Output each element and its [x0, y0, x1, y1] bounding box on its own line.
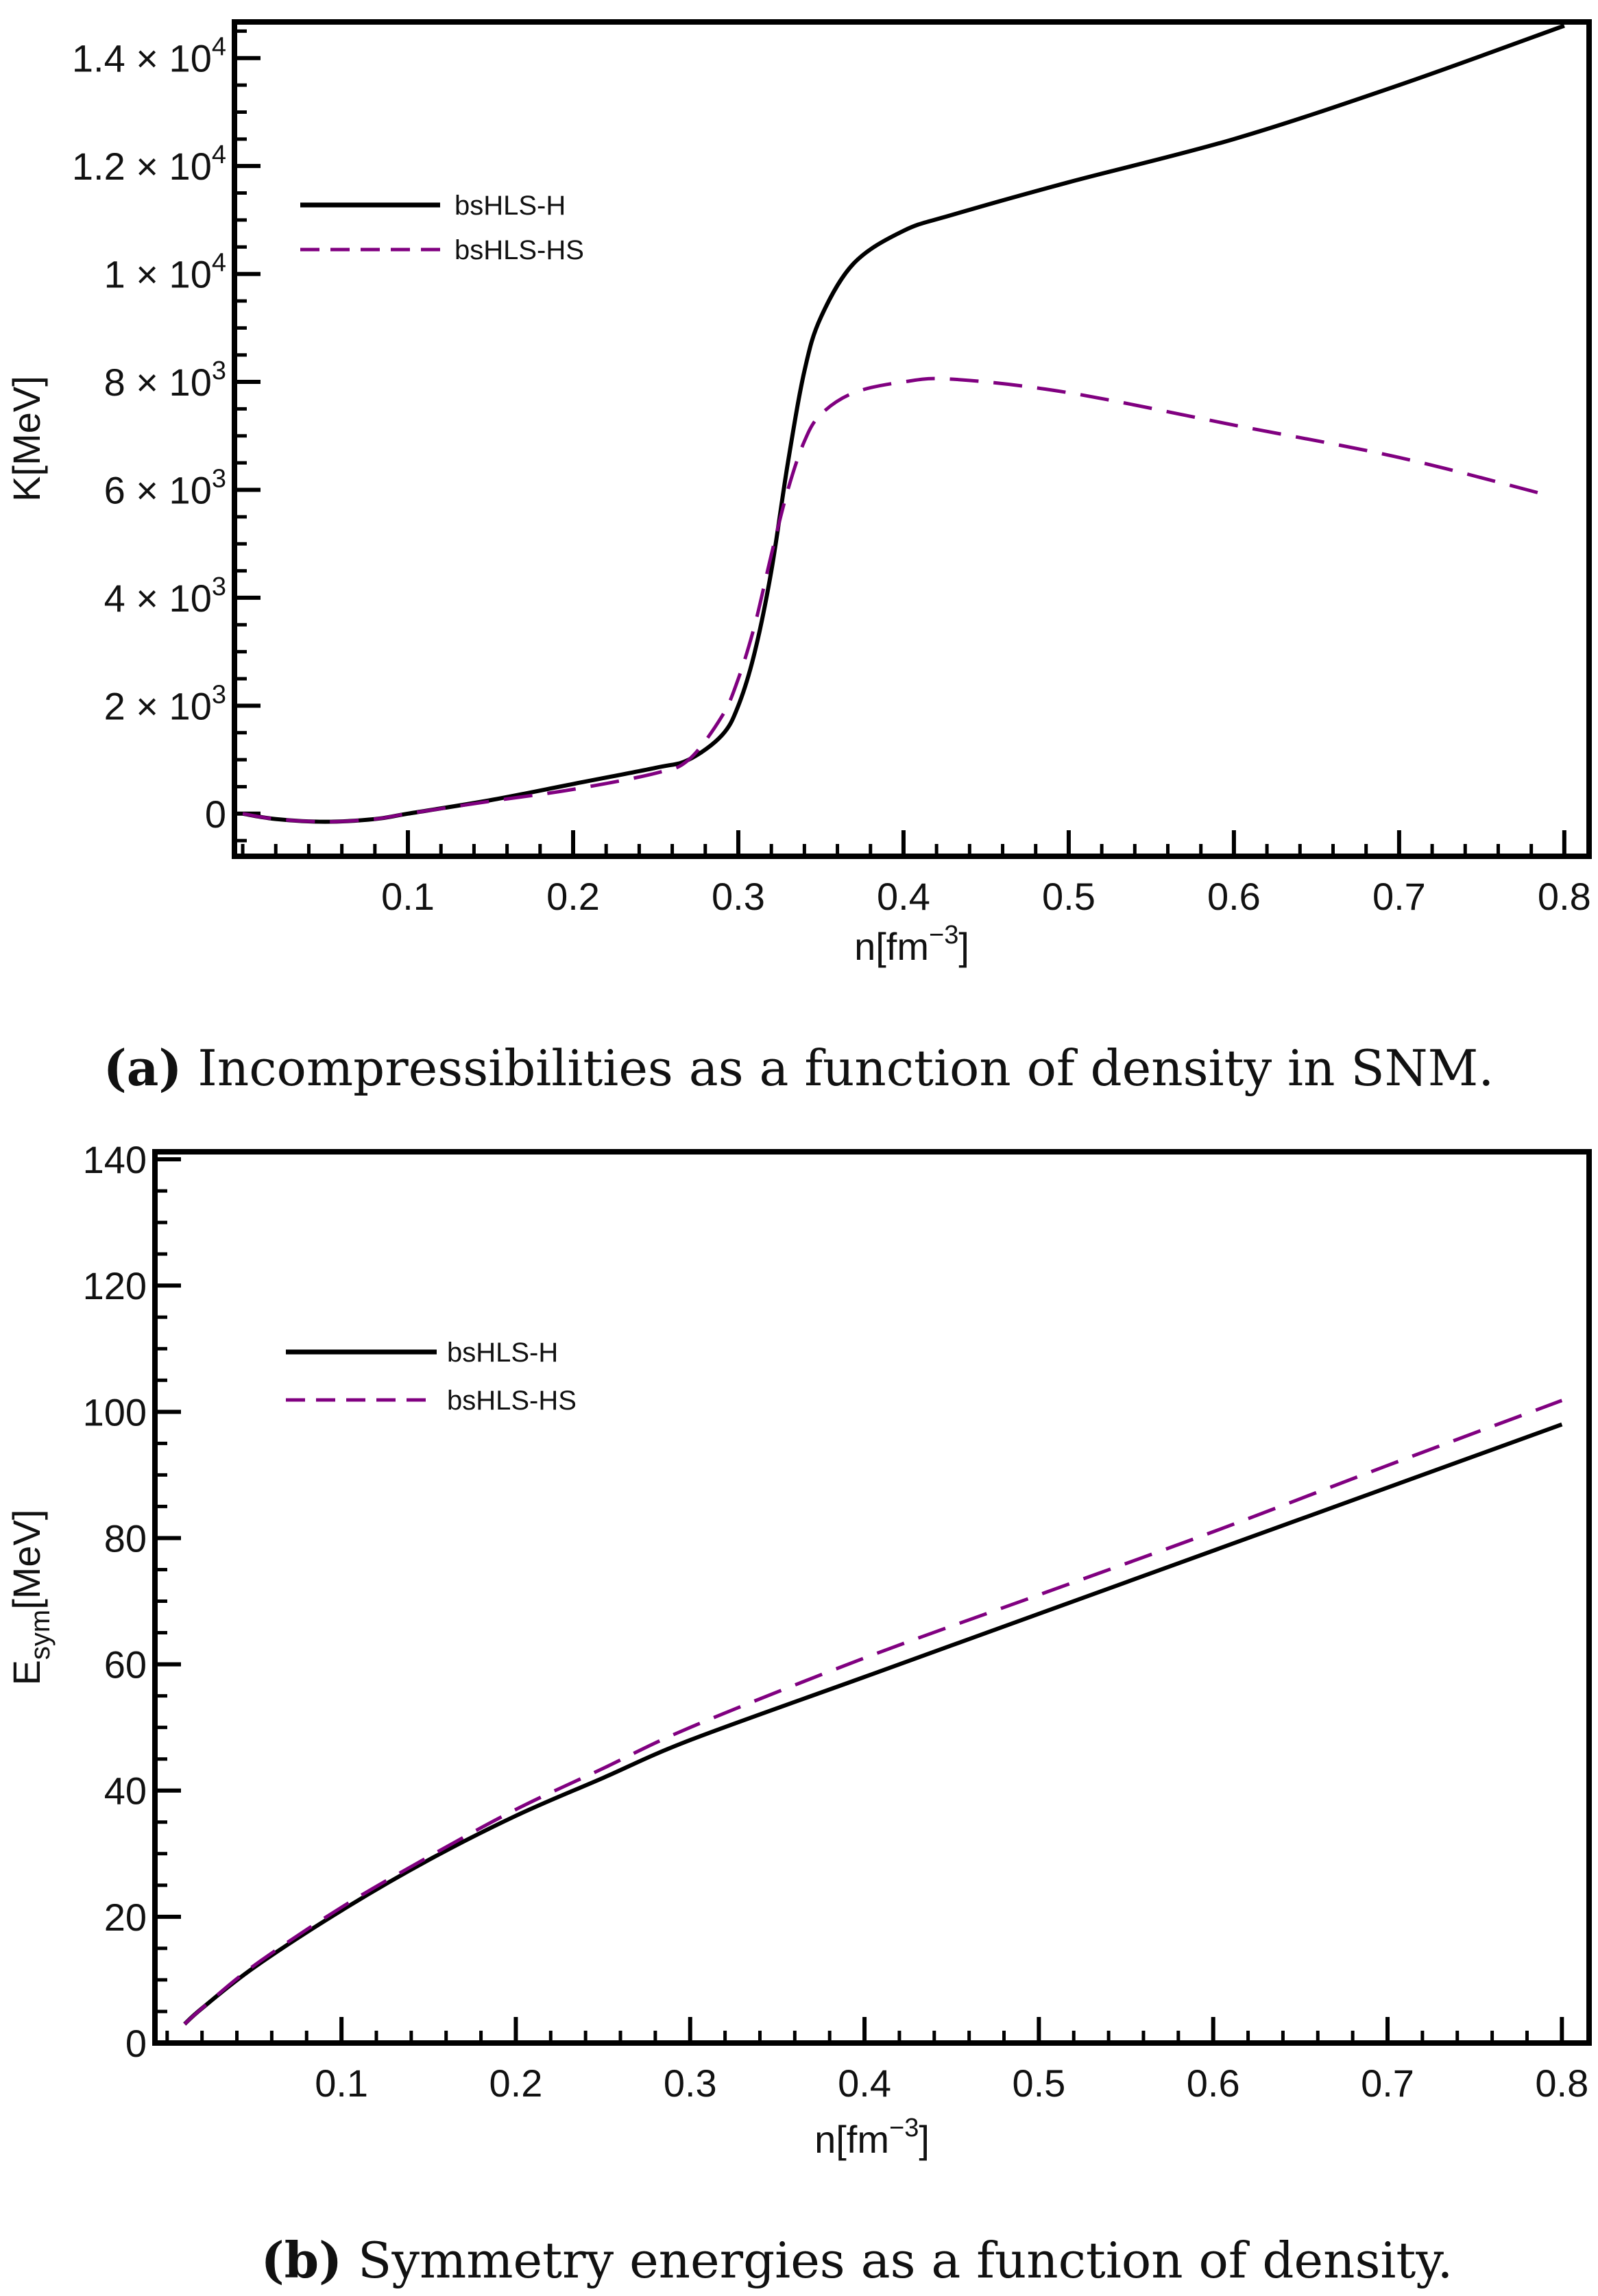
plot-frame	[232, 19, 1592, 859]
axis-ticks	[155, 1157, 1564, 2045]
x-tick-label: 0.6	[1187, 2062, 1240, 2105]
series-line-bsHLS-HS	[183, 1399, 1563, 2026]
y-axis-label: K[MeV]	[5, 376, 48, 502]
legend: bsHLS-H bsHLS-HS	[300, 191, 584, 265]
y-tick-labels: 0 20 40 60 80 100 120 140	[83, 1138, 147, 2065]
y-tick-label: 8 × 103	[104, 357, 226, 404]
y-tick-label: 0	[205, 793, 226, 836]
x-tick-label: 0.4	[838, 2062, 891, 2105]
y-tick-label: 100	[83, 1390, 147, 1434]
x-tick-label: 0.3	[664, 2062, 717, 2105]
legend-label-bsHLS-HS: bsHLS-HS	[455, 235, 584, 265]
axis-ticks	[234, 29, 1566, 856]
plot-frame	[152, 1149, 1592, 2046]
y-tick-label: 40	[104, 1769, 147, 1813]
legend-label-bsHLS-H: bsHLS-H	[455, 191, 566, 221]
caption-b: (b) Symmetry energies as a function of d…	[261, 2231, 1453, 2289]
series-line-bsHLS-H	[242, 23, 1565, 824]
x-tick-label: 0.8	[1535, 2062, 1588, 2105]
x-tick-label: 0.7	[1372, 875, 1426, 918]
y-tick-label: 2 × 103	[104, 680, 226, 727]
y-tick-label: 60	[104, 1643, 147, 1687]
x-tick-label: 0.7	[1361, 2062, 1414, 2105]
y-tick-label: 80	[104, 1516, 147, 1560]
y-tick-label: 4 × 103	[104, 572, 226, 620]
legend-label-bsHLS-HS: bsHLS-HS	[447, 1386, 577, 1416]
y-tick-label: 120	[83, 1264, 147, 1307]
y-tick-label: 20	[104, 1896, 147, 1939]
series-line-bsHLS-H	[183, 1422, 1563, 2026]
x-tick-label: 0.4	[877, 875, 930, 918]
panel-a-incompressibility: 0.1 0.2 0.3 0.4 0.5 0.6 0.7 0.8 0 2 × 103 4 × 103…	[5, 19, 1592, 1097]
y-tick-label: 1.4 × 104	[72, 33, 226, 80]
y-axis-label: Esym[MeV]	[5, 1510, 56, 1686]
y-tick-labels: 0 2 × 103 4 × 103 6 × 103 8 × 103 1 × 104 1.2 …	[72, 33, 226, 836]
x-tick-label: 0.5	[1042, 875, 1095, 918]
x-tick-labels: 0.1 0.2 0.3 0.4 0.5 0.6 0.7 0.8	[381, 875, 1591, 918]
x-tick-label: 0.3	[712, 875, 765, 918]
x-tick-label: 0.5	[1012, 2062, 1065, 2105]
panel-b-symmetry-energy: 0.1 0.2 0.3 0.4 0.5 0.6 0.7 0.8 0 20 40 60 80 100 120…	[5, 1138, 1592, 2289]
x-tick-label: 0.1	[315, 2062, 368, 2105]
x-tick-label: 0.6	[1207, 875, 1261, 918]
caption-a: (a) Incompressibilities as a function of…	[104, 1039, 1494, 1097]
x-axis-label: n[fm−3]	[854, 921, 969, 968]
series-lines	[242, 23, 1565, 824]
y-tick-label: 0	[125, 2022, 147, 2065]
x-tick-label: 0.8	[1538, 875, 1591, 918]
y-tick-label: 6 × 103	[104, 464, 226, 511]
x-axis-label: n[fm−3]	[814, 2114, 930, 2161]
x-tick-label: 0.1	[381, 875, 435, 918]
x-tick-label: 0.2	[546, 875, 600, 918]
y-tick-label: 1 × 104	[104, 249, 226, 296]
series-lines	[183, 1399, 1563, 2026]
x-tick-label: 0.2	[489, 2062, 543, 2105]
legend: bsHLS-H bsHLS-HS	[286, 1338, 577, 1416]
y-tick-label: 1.2 × 104	[72, 141, 226, 188]
legend-label-bsHLS-H: bsHLS-H	[447, 1338, 558, 1368]
y-tick-label: 140	[83, 1138, 147, 1181]
series-line-bsHLS-HS	[242, 376, 1549, 824]
x-tick-labels: 0.1 0.2 0.3 0.4 0.5 0.6 0.7 0.8	[315, 2062, 1588, 2105]
